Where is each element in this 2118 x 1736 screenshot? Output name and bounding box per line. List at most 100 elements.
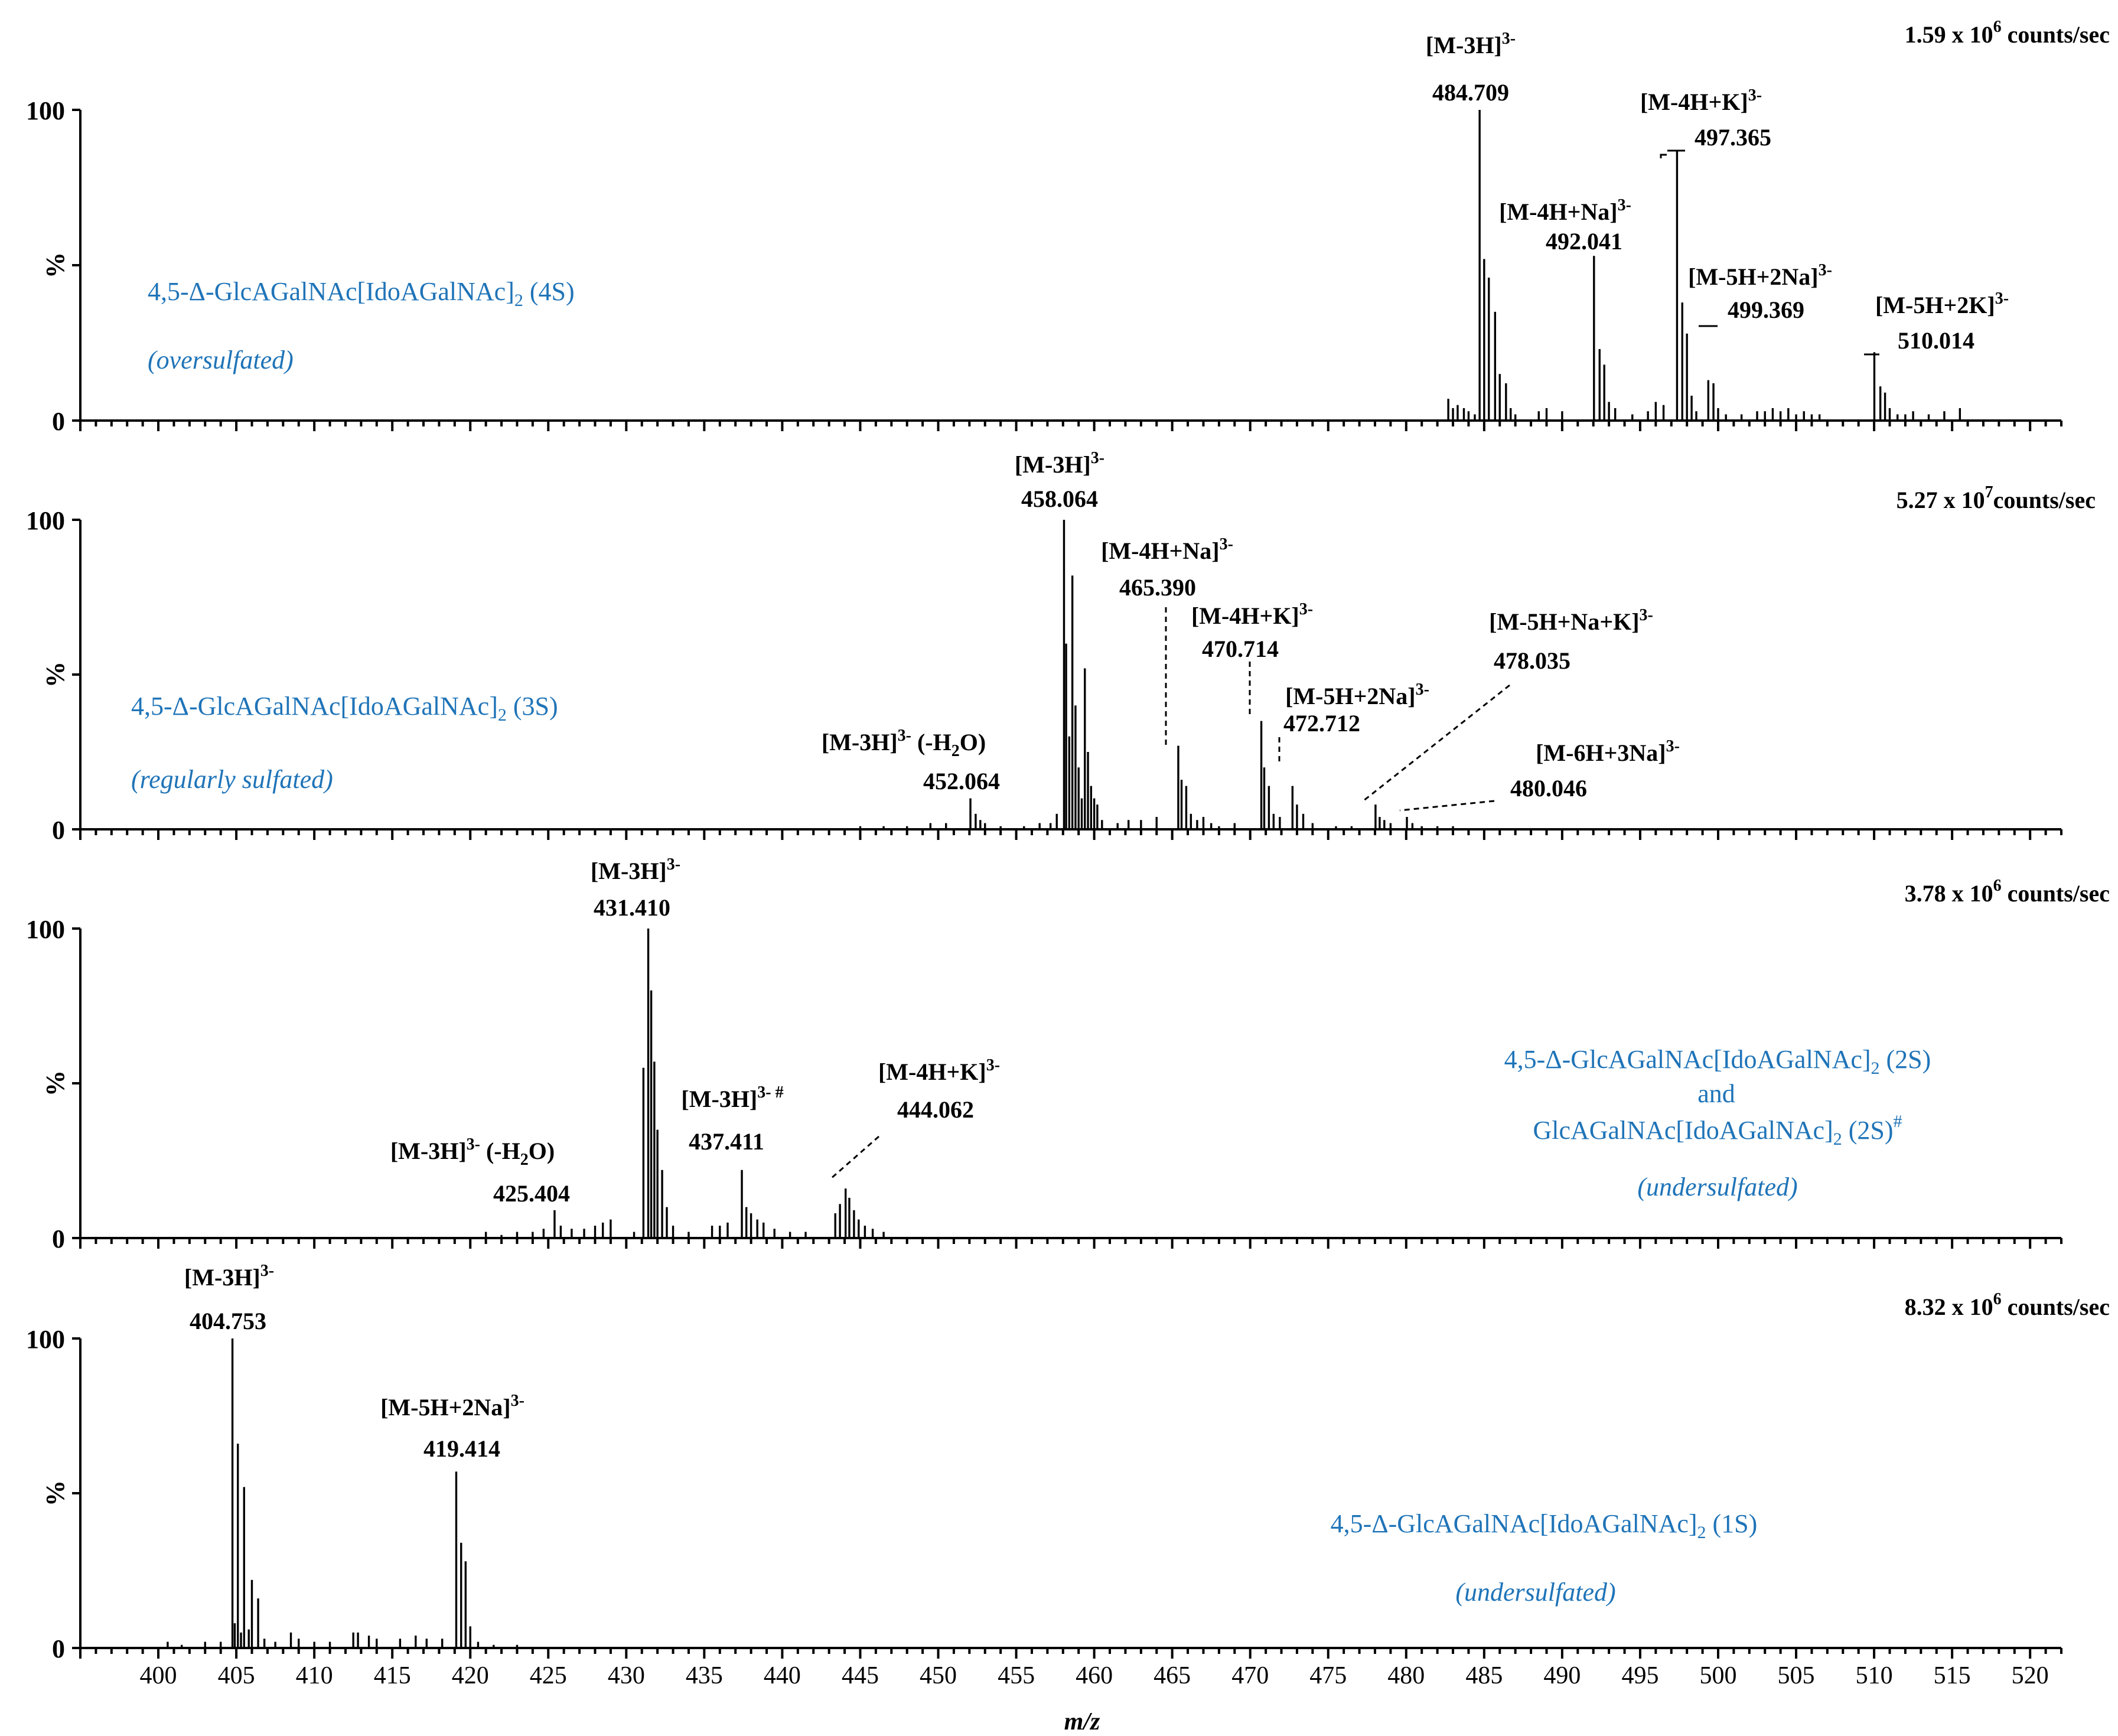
peak-label-mz: 470.714 [1202, 636, 1279, 662]
peak-label-ion: [M-4H+K]3- [1191, 600, 1313, 629]
panel-4s: 100% 0 1.59 x 106 counts/sec 4,5-Δ-GlcAGa… [26, 18, 2110, 436]
y-axis-label: % [41, 1480, 70, 1506]
x-tick-label: 440 [764, 1662, 801, 1689]
peak-label-mz: 458.064 [1021, 486, 1098, 512]
peak-label-mz: 478.035 [1494, 647, 1570, 674]
peak-label-mz: 472.712 [1283, 710, 1360, 737]
peak-label-mz: 484.709 [1432, 79, 1509, 106]
x-tick-labels: 400 405 410 415 420 425 430 435 440 445 450 455 460 4… [140, 1662, 2049, 1689]
x-tick-label: 515 [1934, 1662, 1971, 1689]
panel-3s-compound-name: 4,5-Δ-GlcAGalNAc[IdoAGalNAc]2 (3S) [131, 692, 558, 725]
x-tick-label: 435 [686, 1662, 723, 1689]
x-tick-label: 470 [1231, 1662, 1269, 1689]
peak-label-ion: [M-3H]3- [1426, 30, 1516, 58]
x-tick-label: 455 [998, 1662, 1035, 1689]
leader-497 [1660, 154, 1667, 158]
peak-label-mz: 452.064 [923, 768, 1000, 794]
peak-label-mz: 419.414 [423, 1435, 500, 1462]
y-axis-label: % [41, 1070, 70, 1096]
peak-label-ion: [M-6H+3Na]3- [1536, 737, 1680, 766]
peak-label-mz: 404.753 [190, 1308, 266, 1334]
peak-label-ion: [M-5H+2Na]3- [1285, 680, 1429, 709]
peak-label-ion: [M-3H]3- [1015, 449, 1104, 478]
x-tick-label: 475 [1309, 1662, 1347, 1689]
peak-label-ion: [M-4H+K]3- [878, 1056, 1000, 1085]
peak-label-ion: [M-3H]3- (-H2O) [390, 1135, 555, 1169]
panel-2s-peaks [484, 929, 885, 1238]
peak-label-ion: [M-3H]3- (-H2O) [822, 727, 986, 760]
panel-4s-compound-name: 4,5-Δ-GlcAGalNAc[IdoAGalNAc]2 (4S) [148, 277, 575, 310]
panel-2s-compound-name: 4,5-Δ-GlcAGalNAc[IdoAGalNAc]2 (2S) [1504, 1045, 1931, 1078]
peak-label-mz: 510.014 [1898, 327, 1974, 354]
y-axis-label: % [41, 252, 70, 278]
panel-2s-compound-name-2: GlcAGalNAc[IdoAGalNAc]2 (2S)# [1533, 1112, 1902, 1149]
peak-label-mz: 444.062 [897, 1096, 974, 1123]
leader-444 [830, 1135, 879, 1180]
x-tick-label: 520 [2012, 1662, 2049, 1689]
peak-label-ion: [M-5H+2K]3- [1875, 289, 2009, 318]
x-tick-label: 490 [1543, 1662, 1581, 1689]
leader-478 [1363, 684, 1510, 802]
x-tick-label: 400 [140, 1662, 177, 1689]
leader-480 [1399, 800, 1495, 812]
peak-label-mz: 499.369 [1728, 297, 1804, 323]
y-tick-label: 0 [52, 1634, 65, 1663]
peak-label-mz: 437.411 [689, 1128, 764, 1155]
y-tick-label: 100 [26, 915, 65, 944]
x-tick-label: 505 [1778, 1662, 1815, 1689]
x-tick-label: 460 [1076, 1662, 1113, 1689]
peak-label-ion: [M-3H]3- [591, 855, 680, 884]
panel-4s-peaks [1447, 110, 1961, 421]
panel-1s-scale: 8.32 x 106 counts/sec [1905, 1290, 2110, 1320]
peak-label-ion: [M-4H+K]3- [1640, 86, 1762, 115]
y-tick-label: 0 [52, 407, 65, 436]
panel-3s-descriptor: (regularly sulfated) [131, 765, 333, 794]
panel-1s-axes: 100% 0 [26, 1325, 2062, 1663]
x-axis-title: m/z [1064, 1708, 1100, 1735]
y-tick-label: 0 [52, 816, 65, 845]
panel-3s: 100% 0 5.27 x 107counts/sec 4,5-Δ-GlcAGal… [26, 449, 2096, 845]
x-tick-label: 480 [1387, 1662, 1425, 1689]
panel-4s-axes: 100% 0 [26, 96, 2062, 436]
panel-1s-compound-name: 4,5-Δ-GlcAGalNAc[IdoAGalNAc]2 (1S) [1331, 1509, 1758, 1542]
peak-label-mz: 492.041 [1546, 228, 1622, 255]
panel-1s: 100% 0 8.32 x 106 counts/sec 4,5-Δ-GlcAGa… [26, 1262, 2110, 1663]
panel-1s-peaks [167, 1338, 519, 1648]
peak-label-ion: [M-5H+2Na]3- [1688, 261, 1832, 290]
y-tick-label: 0 [52, 1224, 65, 1253]
peak-label-mz: 480.046 [1510, 775, 1587, 802]
x-tick-label: 420 [452, 1662, 489, 1689]
x-tick-label: 415 [374, 1662, 411, 1689]
peak-label-ion: [M-5H+2Na]3- [380, 1392, 524, 1421]
x-tick-label: 405 [218, 1662, 255, 1689]
panel-3s-peaks [859, 520, 1454, 829]
leader-lines [830, 154, 1879, 1180]
panel-3s-axes: 100% 0 [26, 506, 2062, 845]
peak-label-ion: [M-5H+Na+K]3- [1489, 606, 1653, 635]
x-tick-label: 410 [296, 1662, 333, 1689]
peak-label-mz: 465.390 [1119, 574, 1196, 601]
x-tick-label: 425 [530, 1662, 567, 1689]
panel-3s-scale: 5.27 x 107counts/sec [1897, 483, 2096, 513]
y-axis-label: % [41, 662, 70, 688]
peak-label-ion: [M-4H+Na]3- [1101, 535, 1233, 564]
panel-4s-descriptor: (oversulfated) [148, 346, 294, 374]
x-tick-label: 510 [1856, 1662, 1893, 1689]
panel-2s: 100% 0 3.78 x 106 counts/sec 4,5-Δ-GlcAGa… [26, 855, 2110, 1253]
y-tick-label: 100 [26, 96, 65, 125]
panel-1s-descriptor: (undersulfated) [1455, 1578, 1615, 1607]
y-tick-label: 100 [26, 1325, 65, 1354]
peak-label-mz: 425.404 [493, 1180, 570, 1207]
peak-label-ion: [M-3H]3- [184, 1262, 274, 1291]
x-tick-label: 485 [1465, 1662, 1503, 1689]
peak-label-ion: [M-3H]3- # [681, 1083, 783, 1112]
panel-2s-axes: 100% 0 [26, 915, 2062, 1253]
panel-2s-descriptor: (undersulfated) [1637, 1172, 1797, 1201]
peak-label-mz: 431.410 [594, 894, 670, 921]
peak-label-ion: [M-4H+Na]3- [1499, 196, 1631, 225]
panel-4s-scale: 1.59 x 106 counts/sec [1905, 18, 2110, 48]
x-tick-label: 500 [1699, 1662, 1736, 1689]
panel-2s-scale: 3.78 x 106 counts/sec [1905, 877, 2110, 907]
panel-2s-compound-join: and [1697, 1079, 1735, 1108]
